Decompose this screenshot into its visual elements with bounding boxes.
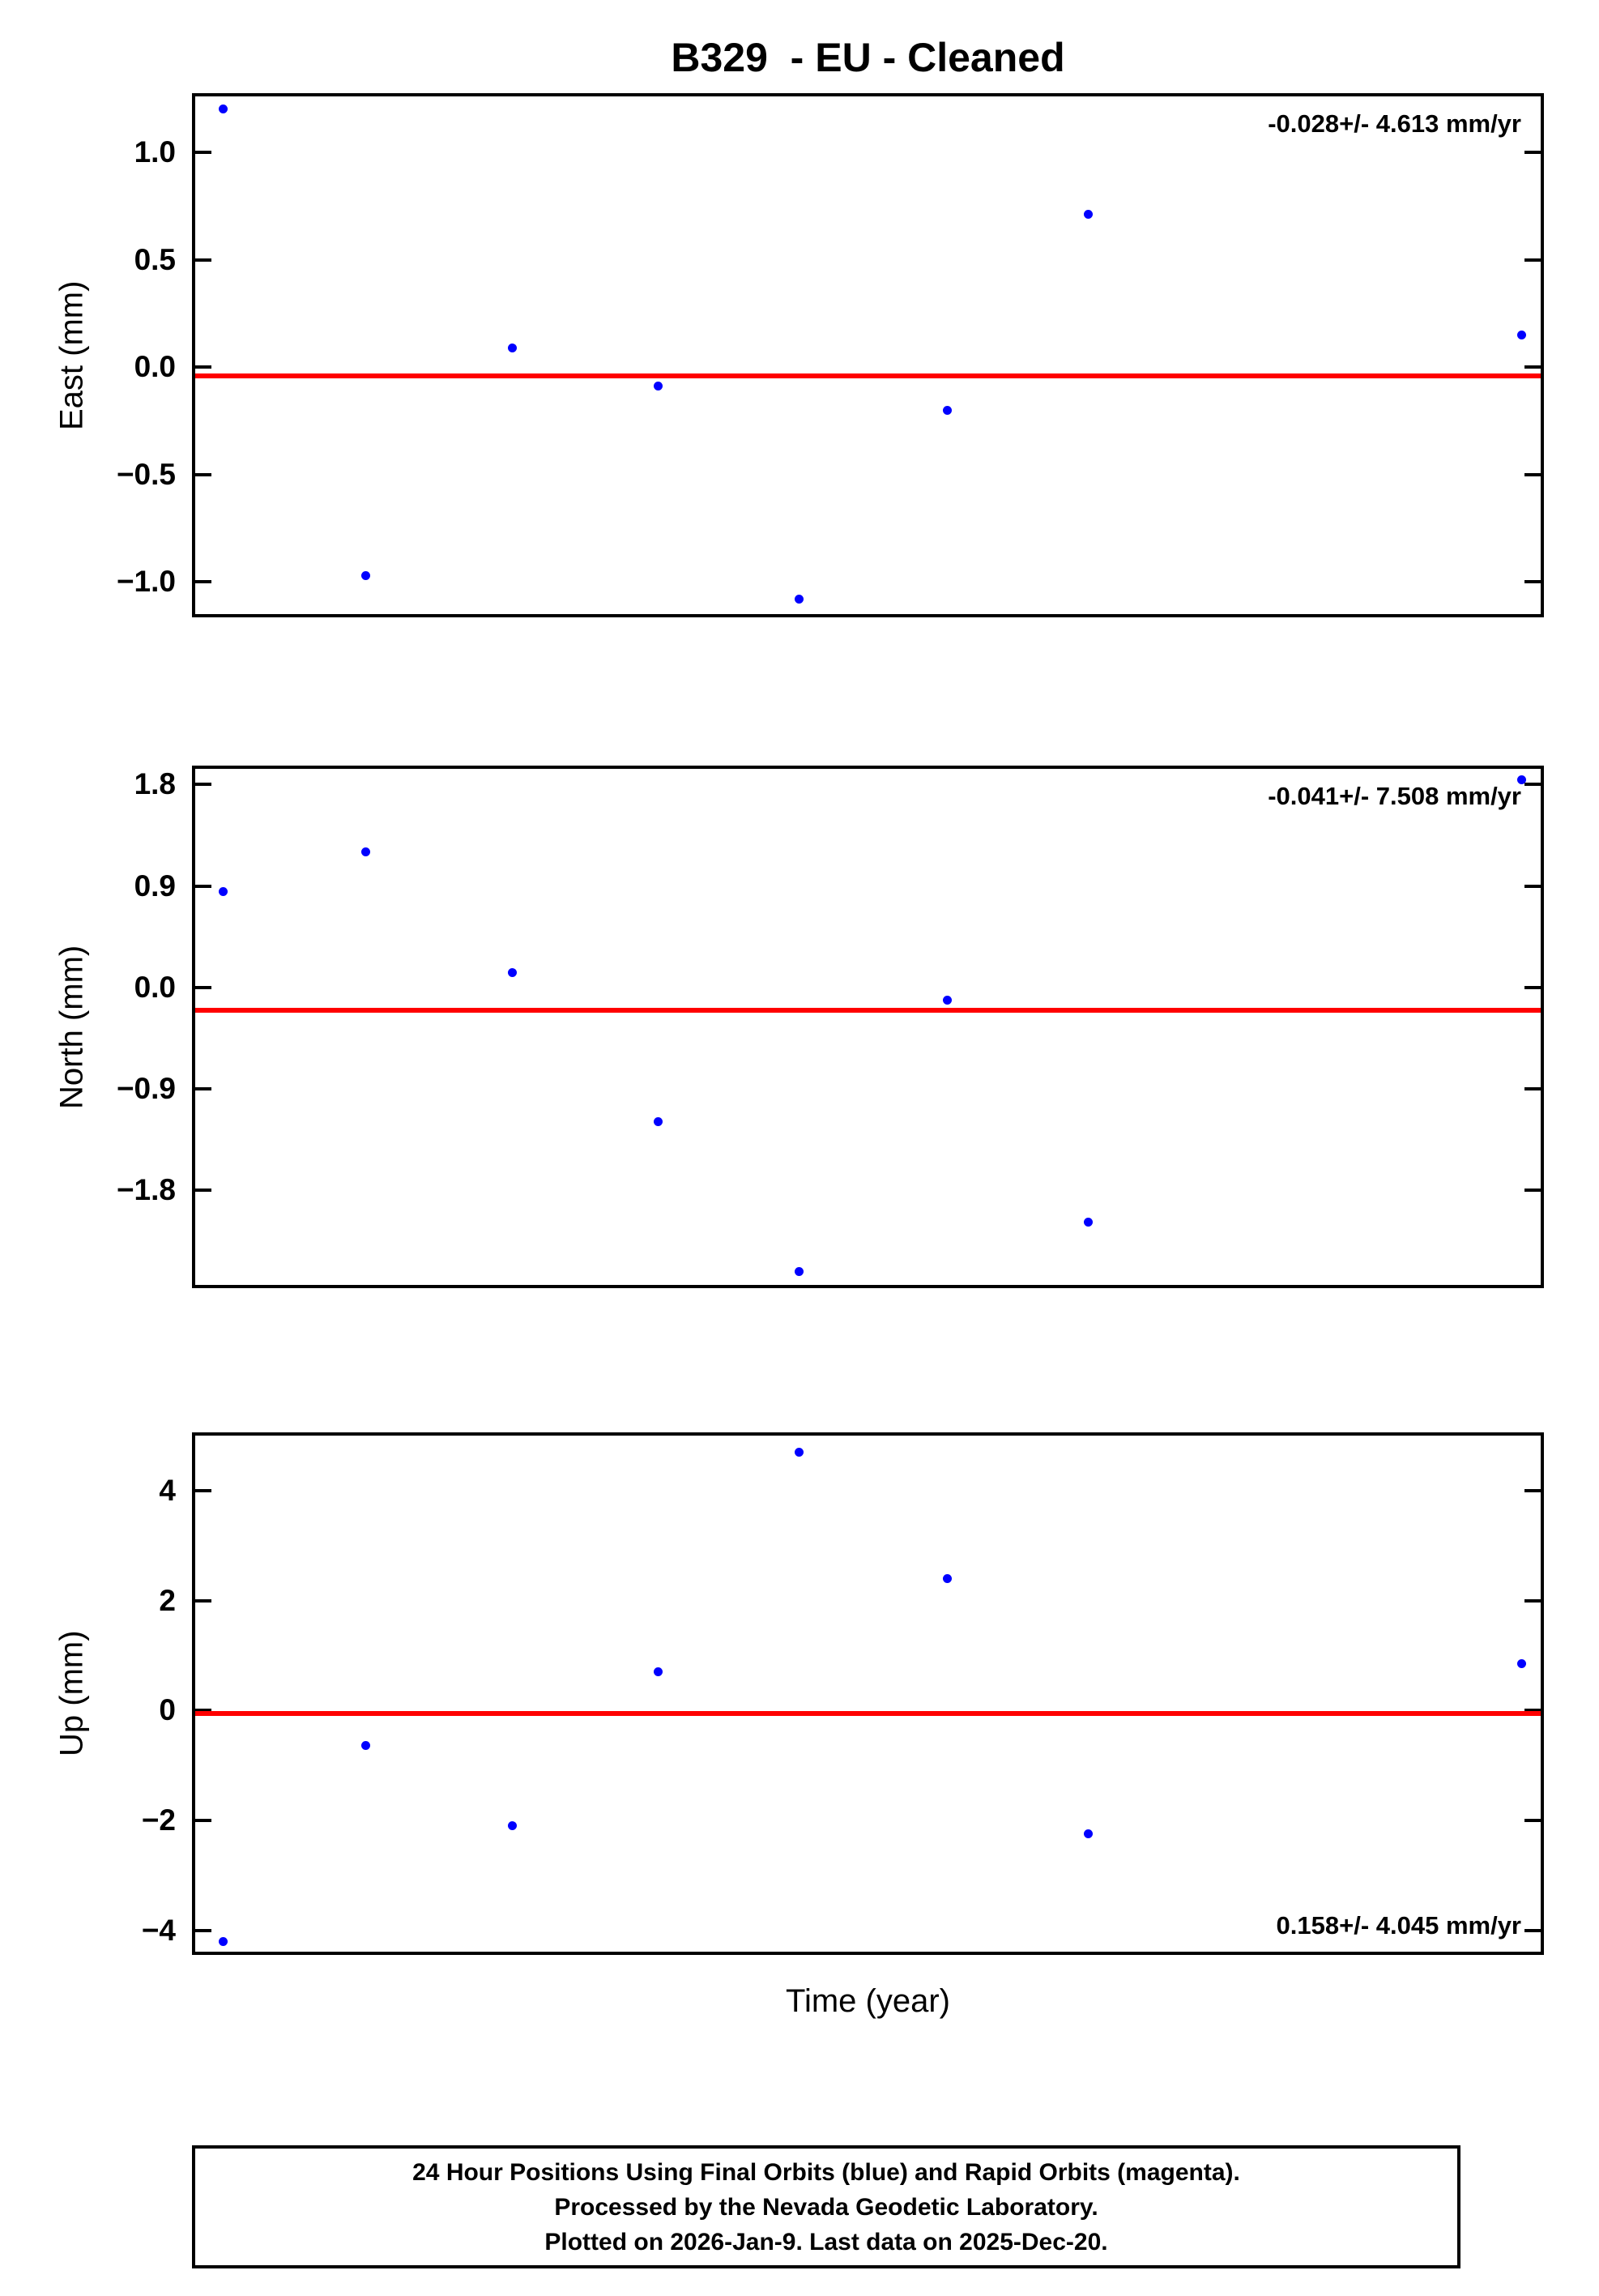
y-axis-tick (195, 580, 211, 584)
up-panel: Up (mm) 0.158+/- 4.045 mm/yr 4 2 0 −2 −4 (54, 1432, 1544, 1955)
y-axis-tick (195, 1598, 211, 1603)
east-rate-label: -0.028+/- 4.613 mm/yr (1268, 109, 1521, 138)
y-axis-tick (195, 783, 211, 787)
up-plot-area: 0.158+/- 4.045 mm/yr 4 2 0 −2 −4 (142, 1432, 1544, 1955)
y-axis-tick (195, 1189, 211, 1193)
y-axis-tick (195, 472, 211, 476)
y-axis-tick (1524, 1818, 1541, 1822)
y-tick-label: −0.9 (116, 1071, 176, 1105)
y-axis-tick (1524, 1928, 1541, 1932)
y-axis-tick (1524, 150, 1541, 154)
data-point (1084, 1829, 1094, 1839)
y-tick-label: 4 (159, 1473, 176, 1507)
y-axis-tick (1524, 472, 1541, 476)
data-point (942, 995, 952, 1005)
y-axis-tick (195, 985, 211, 989)
y-tick-label: 1.0 (134, 134, 176, 169)
plot-title: B329 - EU - Cleaned (671, 35, 1065, 80)
data-point (795, 594, 804, 604)
data-point (795, 1266, 804, 1276)
y-axis-tick (1524, 1709, 1541, 1713)
data-point (1517, 1659, 1527, 1669)
data-point (508, 968, 518, 978)
y-tick-label: 0 (159, 1693, 176, 1727)
y-axis-tick (195, 365, 211, 369)
data-point (219, 105, 228, 114)
data-point (653, 1667, 663, 1677)
data-point (1517, 330, 1527, 339)
y-axis-tick (1524, 783, 1541, 787)
data-point (508, 343, 518, 352)
data-point (219, 887, 228, 897)
y-tick-label: −4 (141, 1913, 176, 1947)
y-axis-tick (195, 1928, 211, 1932)
y-tick-label: −1.8 (116, 1173, 176, 1207)
y-axis-tick (195, 1086, 211, 1090)
data-point (1084, 210, 1094, 220)
data-point (361, 847, 371, 857)
data-point (361, 570, 371, 580)
y-axis-tick (1524, 1598, 1541, 1603)
y-axis-tick (1524, 1189, 1541, 1193)
footer-line-orbits: 24 Hour Positions Using Final Orbits (bl… (412, 2158, 1240, 2186)
y-tick-label: 2 (159, 1583, 176, 1617)
trend-line (195, 373, 1541, 378)
trend-line (195, 1007, 1541, 1013)
y-tick-label: 0.5 (134, 242, 176, 276)
y-tick-label: 0.0 (134, 970, 176, 1004)
data-point (653, 1116, 663, 1126)
y-axis-tick (1524, 985, 1541, 989)
east-plot-area: -0.028+/- 4.613 mm/yr 1.0 0.5 0.0 −0.5 −1.0 (117, 93, 1544, 617)
y-axis-tick (1524, 884, 1541, 888)
x-axis-label: Time (year) (786, 1983, 950, 2019)
data-point (361, 1741, 371, 1751)
data-point (653, 382, 663, 391)
y-tick-label: −0.5 (116, 457, 176, 491)
data-point (942, 1573, 952, 1583)
y-axis-tick (195, 1488, 211, 1492)
data-point (942, 405, 952, 415)
data-point (508, 1821, 518, 1831)
y-axis-tick (1524, 258, 1541, 262)
data-point (1084, 1217, 1094, 1227)
north-rate-label: -0.041+/- 7.508 mm/yr (1268, 782, 1521, 810)
y-axis-tick (195, 884, 211, 888)
y-tick-label: −2 (141, 1803, 176, 1837)
y-tick-label: −1.0 (116, 565, 176, 599)
data-point (1517, 775, 1527, 785)
data-point (795, 1447, 804, 1457)
footer-line-plotted-date: Plotted on 2026-Jan-9. Last data on 2025… (544, 2228, 1108, 2255)
north-plot-area: -0.041+/- 7.508 mm/yr 1.8 0.9 0.0 −0.9 −1.8 (117, 766, 1544, 1288)
y-axis-tick (1524, 365, 1541, 369)
y-axis-tick (1524, 1488, 1541, 1492)
y-axis-tick (195, 150, 211, 154)
up-rate-label: 0.158+/- 4.045 mm/yr (1276, 1911, 1521, 1940)
y-axis-tick (1524, 580, 1541, 584)
north-axis-label: North (mm) (53, 945, 90, 1109)
data-point (219, 1936, 228, 1946)
trend-line (195, 1710, 1541, 1716)
y-tick-label: 0.9 (134, 868, 176, 903)
y-tick-label: 1.8 (134, 767, 176, 801)
footer-note-box: 24 Hour Positions Using Final Orbits (bl… (192, 2145, 1460, 2268)
y-tick-label: 0.0 (134, 350, 176, 384)
y-axis-tick (195, 1709, 211, 1713)
y-axis-tick (1524, 1086, 1541, 1090)
footer-line-processed-by: Processed by the Nevada Geodetic Laborat… (554, 2193, 1098, 2221)
north-panel: North (mm) -0.041+/- 7.508 mm/yr 1.8 0.9 0… (54, 766, 1544, 1288)
y-axis-tick (195, 258, 211, 262)
east-panel: East (mm) -0.028+/- 4.613 mm/yr 1.0 0.5 0.… (54, 93, 1544, 617)
y-axis-tick (195, 1818, 211, 1822)
